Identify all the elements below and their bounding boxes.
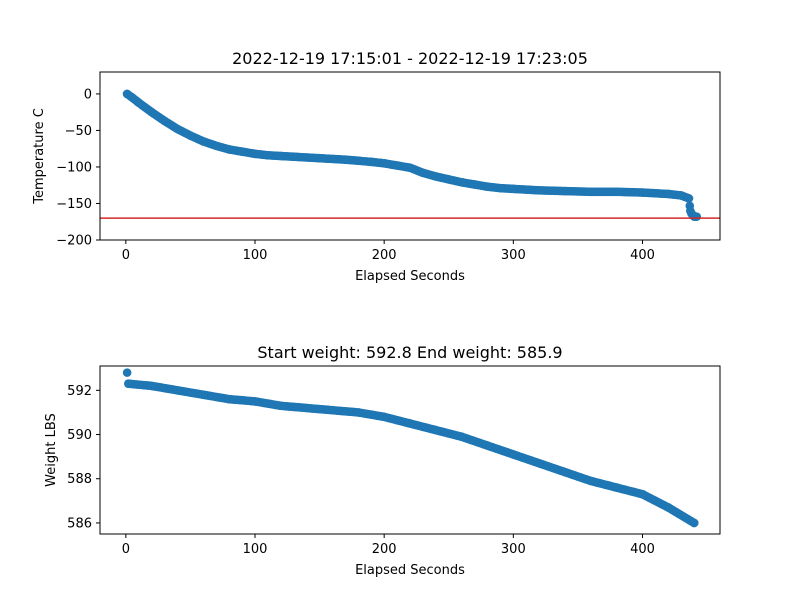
x-tick-label: 200 <box>372 248 397 263</box>
data-point <box>341 155 350 164</box>
data-point <box>392 161 402 170</box>
data-point <box>199 390 208 400</box>
data-point <box>328 405 337 415</box>
data-point <box>560 467 570 477</box>
data-point <box>127 93 137 102</box>
data-point <box>483 441 492 450</box>
data-point <box>509 184 518 194</box>
data-point <box>147 107 156 117</box>
data-point <box>638 489 647 499</box>
data-points <box>122 368 699 528</box>
data-point <box>173 124 182 134</box>
data-point <box>586 187 596 197</box>
data-point <box>444 175 454 184</box>
data-point <box>224 394 234 404</box>
data-point <box>124 379 133 388</box>
data-point-start <box>122 368 132 377</box>
data-point <box>250 397 260 406</box>
data-point <box>289 152 299 162</box>
y-tick-label: 0 <box>84 87 92 102</box>
data-point <box>676 191 686 200</box>
y-tick-label: 588 <box>67 472 92 487</box>
data-point <box>431 425 441 435</box>
data-point <box>457 177 466 187</box>
data-points <box>122 89 702 221</box>
data-point <box>405 163 415 172</box>
y-tick-label: −200 <box>56 234 92 249</box>
data-point <box>173 386 182 395</box>
data-point <box>534 458 544 468</box>
data-point <box>534 186 544 195</box>
data-point <box>405 419 415 428</box>
y-axis-label-temperature: Temperature C <box>32 108 47 205</box>
data-point <box>276 151 286 161</box>
y-tick-label: 592 <box>67 384 92 399</box>
y-tick-label: 586 <box>67 516 92 531</box>
data-point <box>612 483 621 492</box>
data-point <box>664 503 673 512</box>
data-point <box>692 212 702 221</box>
y-tick-label: −150 <box>56 197 92 212</box>
x-tick-label: 300 <box>501 248 526 263</box>
x-axis-label-weight: Elapsed Seconds <box>355 563 465 578</box>
data-point <box>418 168 428 178</box>
data-point <box>211 141 221 151</box>
x-tick-label: 400 <box>630 248 655 263</box>
y-axis-label-weight: Weight LBS <box>44 413 59 487</box>
data-point <box>638 188 647 197</box>
data-point <box>457 432 466 442</box>
data-point <box>483 182 492 191</box>
data-point <box>160 116 169 126</box>
plot-frame-temperature <box>99 71 721 241</box>
y-tick-label: 590 <box>67 428 92 443</box>
x-tick-label: 100 <box>243 542 268 557</box>
data-point <box>134 98 144 107</box>
plot-frame-weight <box>99 365 721 535</box>
x-axis-label-temperature: Elapsed Seconds <box>355 269 465 284</box>
plot-area-weight: 0 100 200 300 400 586 588 590 592 <box>67 368 699 557</box>
data-point <box>379 159 389 168</box>
data-point <box>276 401 286 411</box>
data-point <box>354 408 363 417</box>
data-point <box>315 153 324 163</box>
data-point <box>689 518 699 528</box>
data-point <box>431 172 441 181</box>
data-point <box>237 147 247 156</box>
plot-area-temperature: 0 100 200 300 400 0 −50 −100 −150 −200 <box>56 87 720 263</box>
chart-temperature: 2022-12-19 17:15:01 - 2022-12-19 17:23:0… <box>32 49 721 284</box>
data-point <box>250 149 260 159</box>
x-tick-label: 0 <box>122 248 130 263</box>
data-point <box>199 137 208 146</box>
x-tick-label: 300 <box>501 542 526 557</box>
chart-title-temperature: 2022-12-19 17:15:01 - 2022-12-19 17:23:0… <box>232 49 588 68</box>
x-tick-label: 200 <box>372 542 397 557</box>
x-tick-label: 400 <box>630 542 655 557</box>
data-point <box>186 131 195 140</box>
data-point <box>684 194 694 203</box>
data-point <box>560 186 570 196</box>
chart-weight: Start weight: 592.8 End weight: 585.9 0 1… <box>44 343 721 578</box>
data-point <box>586 476 596 486</box>
data-point <box>664 189 673 199</box>
data-point <box>379 412 389 422</box>
y-tick-label: −50 <box>65 124 92 139</box>
chart-title-weight: Start weight: 592.8 End weight: 585.9 <box>257 343 562 362</box>
data-point <box>147 381 156 391</box>
data-point <box>224 145 234 154</box>
data-point <box>366 157 376 167</box>
x-tick-label: 100 <box>243 248 268 263</box>
data-point <box>496 183 505 193</box>
data-point <box>470 180 479 189</box>
x-tick-label: 0 <box>122 542 130 557</box>
data-point <box>263 150 273 160</box>
y-tick-label: −100 <box>56 160 92 175</box>
data-point <box>509 450 518 459</box>
data-point <box>302 403 311 413</box>
data-point <box>612 187 621 197</box>
